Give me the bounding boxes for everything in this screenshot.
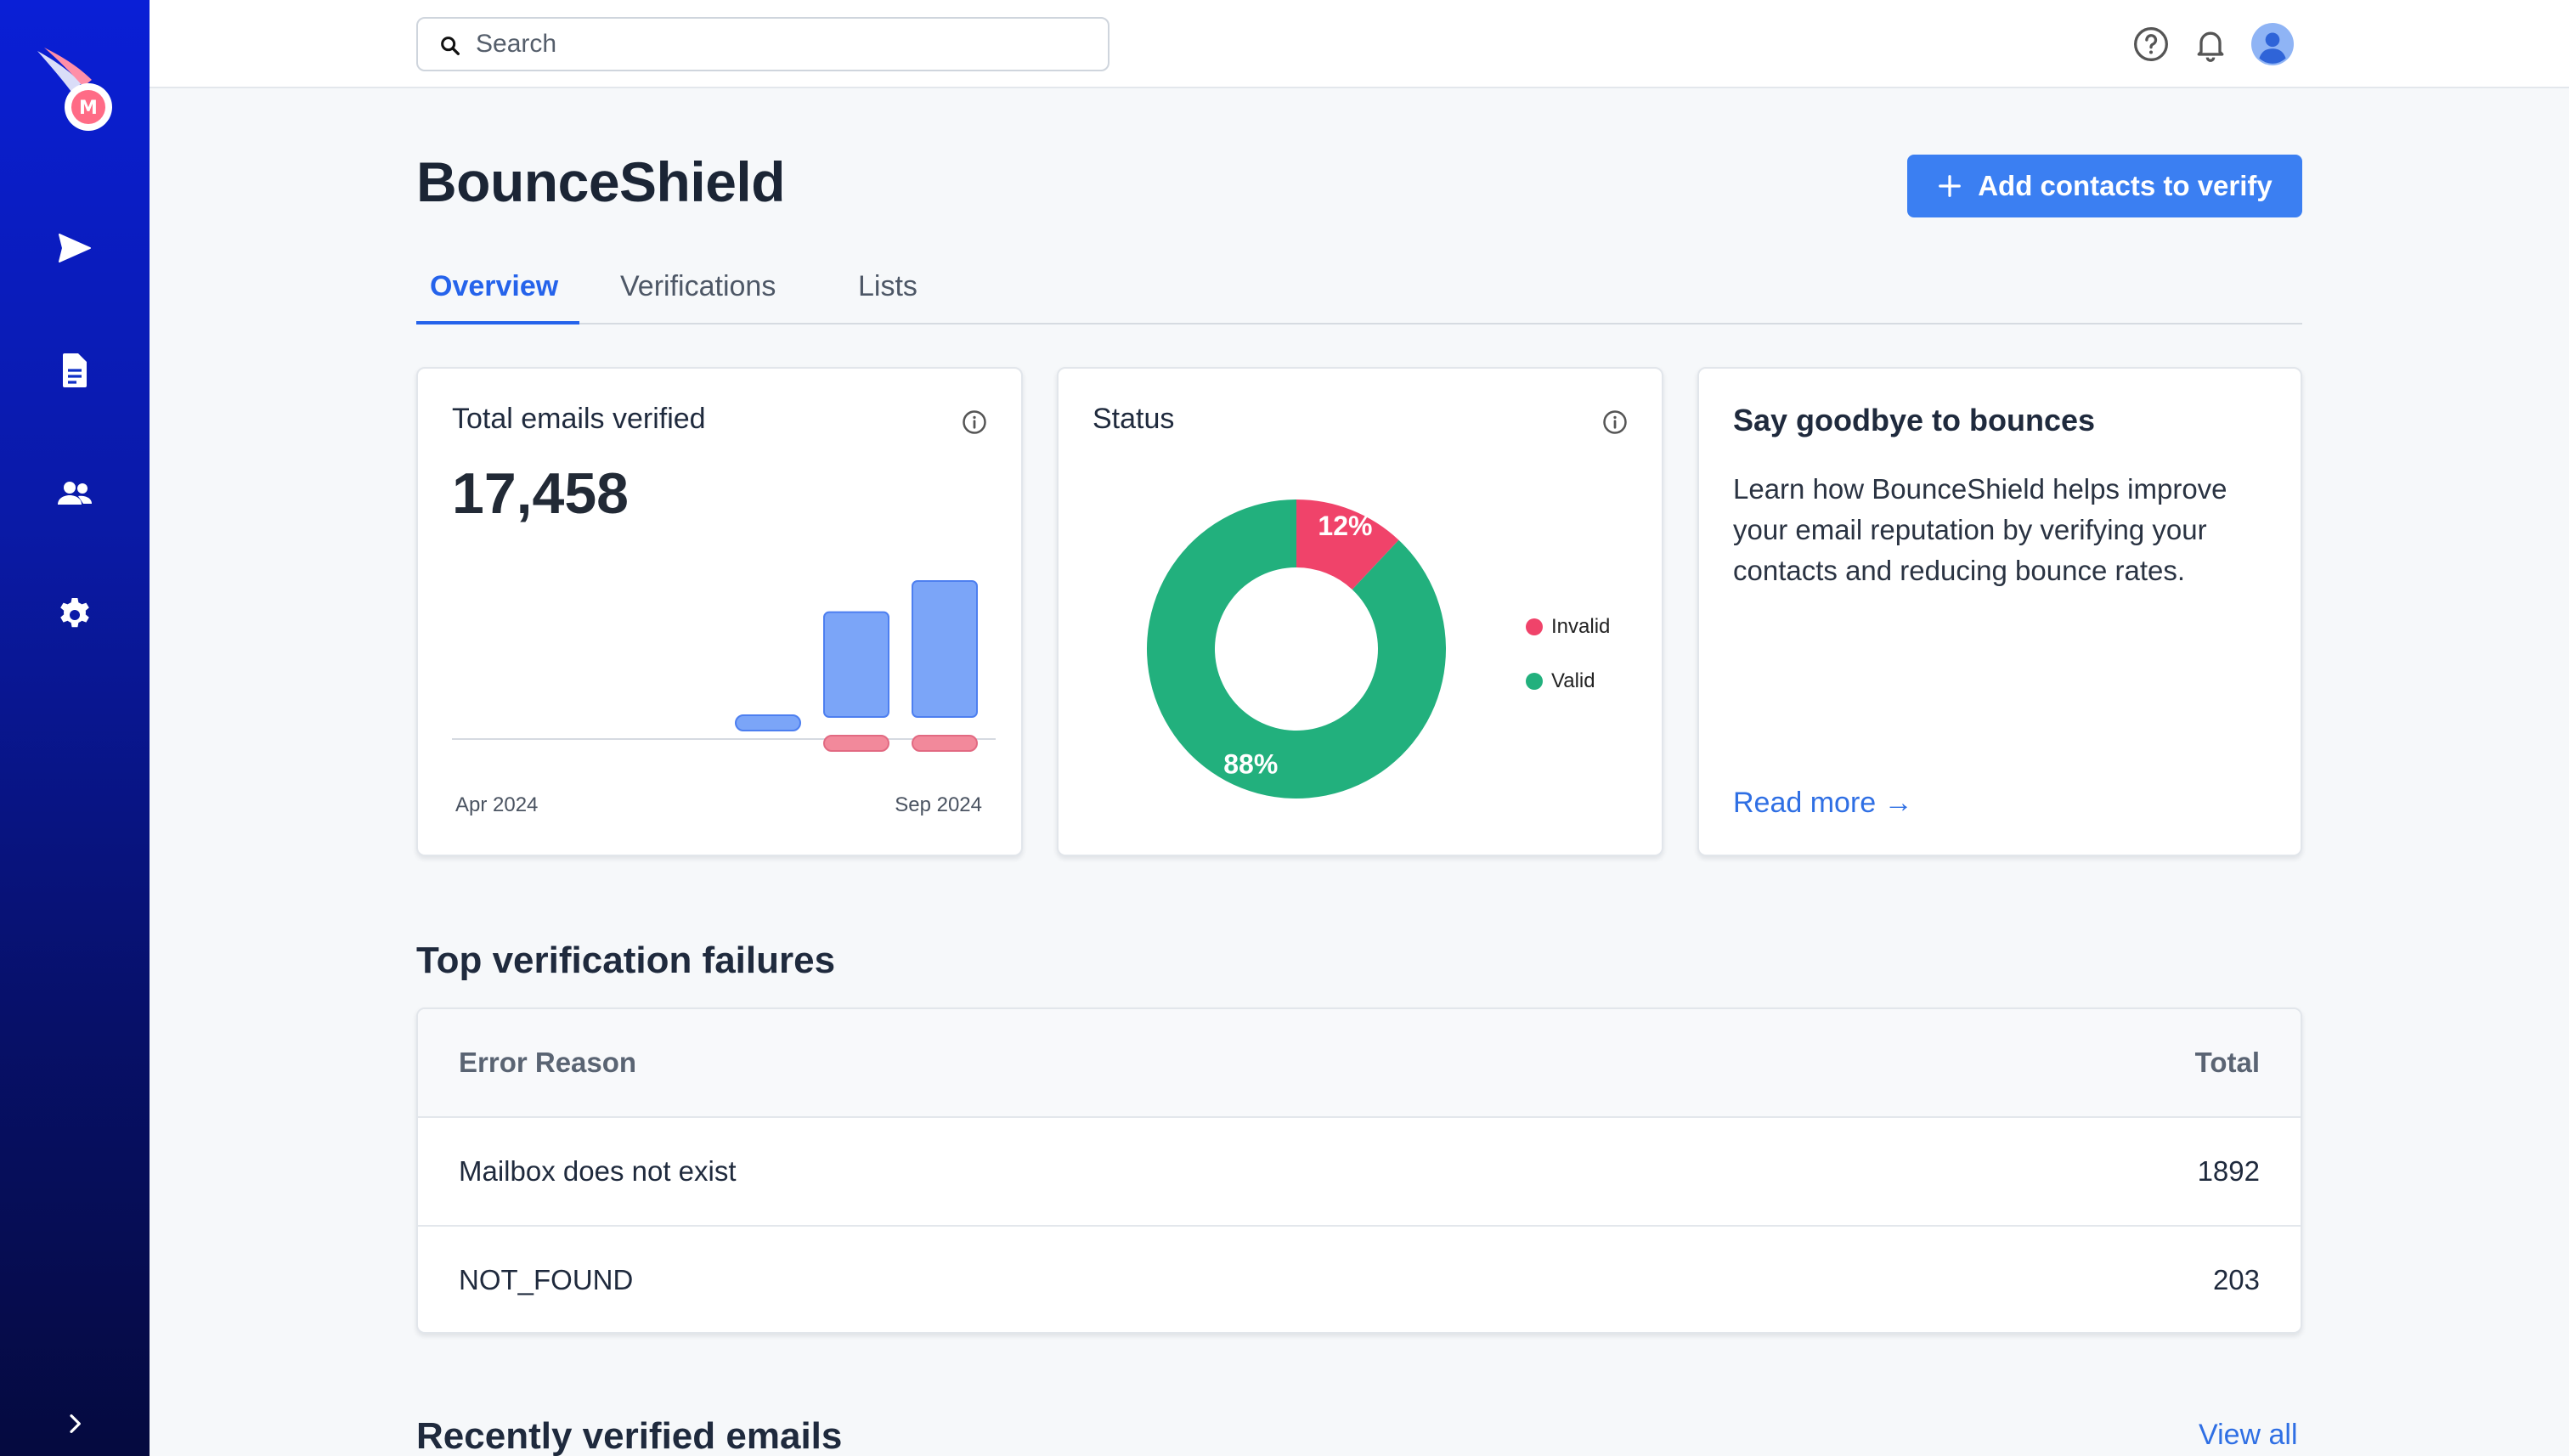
card-title: Total emails verified [452, 403, 706, 436]
legend-item-valid: Valid [1526, 669, 1595, 693]
table-header-row: Error Reason Total [418, 1009, 2301, 1118]
sidebar: M [0, 0, 150, 1456]
svg-text:M: M [79, 98, 98, 119]
legend-dot [1526, 673, 1543, 690]
error-reason-cell: NOT_FOUND [459, 1264, 633, 1296]
bar-valid-5[interactable] [912, 581, 977, 717]
status-donut-chart: 12% 88% [1143, 496, 1449, 802]
document-icon[interactable] [54, 350, 95, 391]
info-icon[interactable] [1602, 409, 1628, 435]
tab-overview[interactable]: Overview [430, 270, 558, 324]
bar-invalid-5[interactable] [912, 736, 977, 751]
failures-section-title: Top verification failures [416, 940, 835, 982]
bar-valid-3[interactable] [736, 715, 800, 731]
legend-label: Invalid [1551, 615, 1610, 639]
failures-table: Error Reason Total Mailbox does not exis… [416, 1007, 2302, 1334]
contacts-icon[interactable] [54, 472, 95, 513]
total-verified-value: 17,458 [452, 460, 629, 527]
total-cell: 203 [2213, 1264, 2260, 1296]
legend-dot [1526, 618, 1543, 635]
promo-card: Say goodbye to bounces Learn how BounceS… [1697, 367, 2302, 856]
status-card: Status 12% 88% Invalid Valid [1057, 367, 1663, 856]
table-row[interactable]: Mailbox does not exist 1892 [418, 1118, 2301, 1227]
read-more-link[interactable]: Read more → [1733, 787, 1913, 820]
table-row[interactable]: NOT_FOUND 203 [418, 1227, 2301, 1334]
promo-body: Learn how BounceShield helps improve you… [1733, 469, 2277, 591]
column-header-error-reason[interactable]: Error Reason [459, 1047, 636, 1079]
add-contacts-button[interactable]: Add contacts to verify [1907, 155, 2302, 217]
bar-valid-4[interactable] [824, 612, 889, 717]
tab-lists[interactable]: Lists [858, 270, 918, 324]
view-all-link[interactable]: View all [2199, 1419, 2298, 1452]
bell-icon[interactable] [2192, 25, 2229, 63]
help-icon[interactable] [2132, 25, 2170, 63]
x-axis-start-label: Apr 2024 [455, 793, 538, 817]
tab-verifications[interactable]: Verifications [620, 270, 776, 324]
total-cell: 1892 [2198, 1155, 2260, 1188]
card-title: Status [1093, 403, 1174, 436]
slice-label-valid: 88% [1223, 749, 1278, 780]
bar-invalid-4[interactable] [824, 736, 889, 751]
total-verified-card: Total emails verified 17,458 Apr 2024 Se… [416, 367, 1023, 856]
column-header-total[interactable]: Total [2195, 1047, 2260, 1079]
info-icon[interactable] [962, 409, 987, 435]
settings-gear-icon[interactable] [54, 595, 95, 635]
donut-slice-valid[interactable] [1147, 499, 1446, 799]
legend-item-invalid: Invalid [1526, 615, 1610, 639]
send-icon[interactable] [54, 228, 95, 268]
top-bar [150, 0, 2569, 88]
chevron-right-icon[interactable] [61, 1410, 88, 1437]
slice-label-invalid: 12% [1318, 511, 1372, 541]
verifications-bar-chart [452, 573, 996, 768]
search-icon [438, 34, 462, 58]
x-axis-end-label: Sep 2024 [895, 793, 982, 817]
promo-title: Say goodbye to bounces [1733, 403, 2095, 438]
search-input[interactable] [476, 25, 1087, 63]
legend-label: Valid [1551, 669, 1595, 693]
app-logo-icon[interactable]: M [32, 42, 117, 136]
add-contacts-label: Add contacts to verify [1978, 170, 2273, 202]
plus-icon [1937, 173, 1962, 199]
search-box[interactable] [416, 17, 1109, 71]
error-reason-cell: Mailbox does not exist [459, 1155, 737, 1188]
avatar[interactable] [2251, 23, 2294, 65]
recent-section-title: Recently verified emails [416, 1415, 842, 1456]
active-tab-indicator [416, 321, 579, 324]
tab-bar: Overview Verifications Lists [416, 270, 2302, 324]
page-title: BounceShield [416, 150, 785, 214]
